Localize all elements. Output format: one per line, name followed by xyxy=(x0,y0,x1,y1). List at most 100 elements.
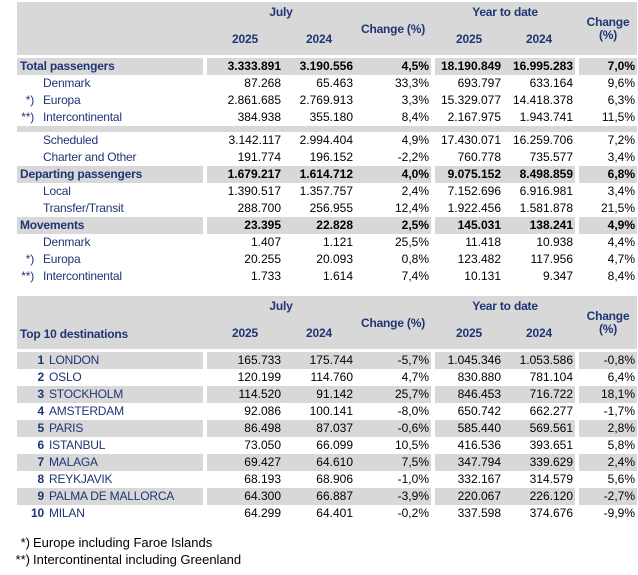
cell-ytd-2024: 314.579 xyxy=(529,472,574,486)
cell-ytd-change: 3,4% xyxy=(607,184,636,198)
traffic-stats-table: July Change (%) Year to date Change (%) … xyxy=(17,2,638,285)
row-label-text: Scheduled xyxy=(43,133,98,147)
ytd-change-header: Change (%) xyxy=(579,296,638,349)
cell-ytd-2024: 569.561 xyxy=(503,420,576,437)
column-gap xyxy=(203,234,207,251)
cell-jul-2024: 355.180 xyxy=(309,110,353,124)
cell-ytd-2025: 760.778 xyxy=(457,150,501,164)
column-gap xyxy=(431,471,435,488)
cell-jul-change: 8,4% xyxy=(401,110,429,124)
destination-label: 6 ISTANBUL xyxy=(17,437,203,454)
cell-ytd-change: 8,4% xyxy=(607,269,636,283)
column-gap xyxy=(203,352,207,369)
footnote-intercontinental: **) Intercontinental including Greenland xyxy=(11,551,638,568)
cell-ytd-change: 2,8% xyxy=(579,420,638,437)
column-gap xyxy=(431,268,435,285)
row-label-text: Movements xyxy=(20,218,85,232)
destination-rank: 10 xyxy=(31,506,44,520)
column-gap xyxy=(431,2,435,55)
cell-jul-2025: 288.700 xyxy=(237,201,281,215)
column-gap xyxy=(575,454,580,471)
destination-label: 10 MILAN xyxy=(17,505,203,522)
ytd-group-header: Year to date xyxy=(435,2,576,22)
row-label-text: Europa xyxy=(43,93,81,107)
column-gap xyxy=(203,437,207,454)
row-label: *) Europa xyxy=(17,251,203,268)
column-gap xyxy=(575,58,580,75)
ytd-change-line2: (%) xyxy=(598,27,618,42)
cell-jul-2025: 69.427 xyxy=(207,454,283,471)
cell-jul-2024: 68.906 xyxy=(316,472,353,486)
destination-label: 4 AMSTERDAM xyxy=(17,403,203,420)
cell-jul-2025: 1.733 xyxy=(250,269,281,283)
cell-ytd-2025: 11.418 xyxy=(465,235,501,249)
cell-ytd-2025: 347.794 xyxy=(435,454,503,471)
table-row: Transfer/Transit 288.700 256.955 12,4% 1.922… xyxy=(17,200,637,217)
destination-row: 5 PARIS 86.498 87.037 -0,6% 585.440 569.561 2,8… xyxy=(17,420,638,437)
cell-jul-2024: 1.121 xyxy=(322,235,353,249)
cell-ytd-2025: 145.031 xyxy=(435,217,503,234)
destination-rank: 5 xyxy=(37,421,45,435)
cell-jul-2025: 120.199 xyxy=(237,370,281,384)
column-gap xyxy=(575,92,580,109)
column-gap xyxy=(431,183,435,200)
destination-row: 10 MILAN 64.299 64.401 -0,2% 337.598 374.676 -9… xyxy=(17,505,637,522)
cell-ytd-change: 9,6% xyxy=(607,76,636,90)
destination-row: 2 OSLO 120.199 114.760 4,7% 830.880 781.104 6,4… xyxy=(17,369,637,386)
footnote-ref-marker: *) xyxy=(25,93,34,107)
july-2024-header: 2024 xyxy=(283,22,355,55)
row-label: Denmark xyxy=(17,234,203,251)
cell-jul-2024: 65.463 xyxy=(316,76,353,90)
column-gap xyxy=(431,296,435,349)
cell-ytd-2025: 416.536 xyxy=(457,438,501,452)
column-gap xyxy=(203,420,207,437)
cell-ytd-2025: 123.482 xyxy=(457,252,501,266)
cell-jul-change: 12,4% xyxy=(394,201,429,215)
row-label: Departing passengers xyxy=(17,166,203,183)
cell-ytd-2024: 781.104 xyxy=(529,370,574,384)
destination-rank: 2 xyxy=(37,370,45,384)
cell-jul-change: 10,5% xyxy=(394,438,429,452)
cell-ytd-2024: 339.629 xyxy=(503,454,576,471)
destination-city: STOCKHOLM xyxy=(49,387,123,401)
footnotes: *) Europe including Faroe Islands **) Inte… xyxy=(11,534,638,568)
cell-jul-2024: 64.610 xyxy=(283,454,355,471)
column-gap xyxy=(431,109,435,126)
cell-ytd-2025: 17.430.071 xyxy=(440,133,501,147)
row-label: *) Europa xyxy=(17,92,203,109)
footnote-marker: **) xyxy=(15,552,30,567)
column-gap xyxy=(575,437,580,454)
cell-ytd-2025: 7.152.696 xyxy=(447,184,501,198)
row-label-text: Denmark xyxy=(43,235,91,249)
cell-ytd-2025: 332.167 xyxy=(457,472,501,486)
destination-city: MALAGA xyxy=(49,455,98,469)
cell-jul-change: 7,5% xyxy=(355,454,431,471)
ytd-2025-header: 2025 xyxy=(435,22,503,55)
footnote-text: Europe including Faroe Islands xyxy=(33,535,213,550)
cell-ytd-2024: 1.581.878 xyxy=(519,201,574,215)
destination-row: 7 MALAGA 69.427 64.610 7,5% 347.794 339.629 2,4… xyxy=(17,454,638,471)
destination-label: 9 PALMA DE MALLORCA xyxy=(17,488,203,505)
cell-ytd-change: 7,2% xyxy=(607,133,636,147)
cell-jul-2024: 3.190.556 xyxy=(283,58,355,75)
destination-label: 7 MALAGA xyxy=(17,454,203,471)
cell-ytd-change: -1,7% xyxy=(603,404,636,418)
table-row: Total passengers 3.333.891 3.190.556 4,5% 18… xyxy=(17,58,638,75)
destination-city: ISTANBUL xyxy=(49,438,106,452)
footnote-marker: *) xyxy=(20,535,30,550)
table-row: Local 1.390.517 1.357.757 2,4% 7.152.696 6.91… xyxy=(17,183,637,200)
cell-ytd-2024: 117.956 xyxy=(530,252,574,266)
cell-jul-2025: 1.679.217 xyxy=(207,166,283,183)
column-gap xyxy=(203,109,207,126)
row-label: Charter and Other xyxy=(17,149,203,166)
cell-ytd-2024: 662.277 xyxy=(529,404,574,418)
cell-jul-2024: 66.887 xyxy=(283,488,355,505)
ytd-change-line2: (%) xyxy=(598,321,618,336)
row-label-text: Transfer/Transit xyxy=(43,201,124,215)
cell-ytd-2024: 8.498.859 xyxy=(503,166,576,183)
cell-ytd-2024: 393.651 xyxy=(529,438,574,452)
destination-rank: 7 xyxy=(37,455,45,469)
destination-label: 3 STOCKHOLM xyxy=(17,386,203,403)
cell-jul-change: 25,7% xyxy=(355,386,431,403)
column-gap xyxy=(575,109,580,126)
